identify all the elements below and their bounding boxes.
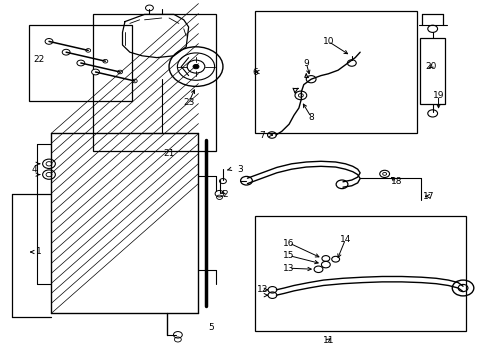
Text: 20: 20 — [425, 62, 437, 71]
Text: 4: 4 — [31, 165, 37, 174]
Bar — [255, 216, 466, 331]
Circle shape — [62, 49, 70, 55]
Text: 13: 13 — [283, 264, 295, 273]
Text: 7: 7 — [259, 131, 265, 140]
Text: 9: 9 — [303, 59, 309, 68]
Text: 1: 1 — [36, 248, 42, 256]
Text: 19: 19 — [433, 91, 444, 100]
Text: 21: 21 — [163, 149, 175, 158]
Bar — [420, 38, 445, 104]
Circle shape — [132, 79, 137, 83]
Circle shape — [103, 59, 108, 63]
Text: 17: 17 — [423, 192, 435, 201]
Text: 3: 3 — [237, 165, 243, 174]
Bar — [29, 25, 132, 101]
Bar — [93, 14, 216, 151]
Text: 23: 23 — [183, 98, 195, 107]
Text: 8: 8 — [308, 112, 314, 122]
Circle shape — [193, 64, 199, 69]
Circle shape — [118, 70, 122, 74]
Circle shape — [45, 39, 53, 44]
Text: 14: 14 — [340, 235, 351, 244]
Text: 16: 16 — [283, 239, 295, 248]
Text: 18: 18 — [391, 177, 403, 186]
Text: 12: 12 — [256, 285, 268, 294]
Circle shape — [77, 60, 85, 66]
Bar — [255, 11, 416, 133]
Circle shape — [86, 49, 91, 52]
Text: 5: 5 — [208, 323, 214, 332]
Text: 11: 11 — [322, 336, 334, 345]
Text: 2: 2 — [222, 190, 228, 199]
Text: 6: 6 — [252, 68, 258, 77]
Circle shape — [92, 69, 99, 75]
Text: 15: 15 — [283, 251, 295, 260]
Text: 10: 10 — [322, 37, 334, 46]
Text: 22: 22 — [34, 55, 45, 64]
